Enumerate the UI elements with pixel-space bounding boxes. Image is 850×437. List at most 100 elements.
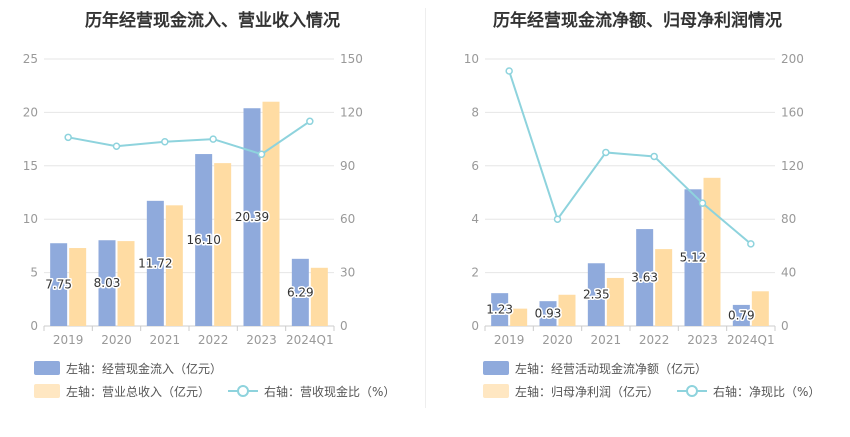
left-axis-tick-label: 10 [23,212,38,226]
line-point [747,240,755,248]
legend-label-cash-inflow[interactable]: 左轴：经营现金流入（亿元） [66,361,223,376]
right-axis-tick-label: 90 [340,159,355,173]
right-axis-tick-label: 120 [340,105,363,119]
right-axis-tick-label: 30 [340,266,355,280]
bar-1-series2 [558,294,576,326]
data-label: 3.63 [631,271,658,285]
bar-1-series1 [539,301,557,326]
panel-divider [425,8,426,408]
left-axis-tick-label: 20 [23,105,38,119]
data-label: 0.79 [728,308,755,322]
bar-1-series1 [636,229,654,326]
bar-1-series2 [751,291,769,326]
right-chart-panel: 历年经营现金流净额、归母净利润情况 0 2 4 6 8 10 0 40 80 120 160 200 2… [425,0,850,437]
legend-swatch-net-cash-ratio [677,384,708,398]
x-axis-tick-label: 2022 [639,333,670,347]
line-point [602,148,610,157]
bar-0-series2 [310,267,328,326]
bar-0-series1 [98,240,116,326]
bar-0-series1 [146,200,164,326]
legend-label-revenue[interactable]: 左轴：营业总收入（亿元） [66,384,211,399]
right-axis-tick-label: 40 [781,266,796,280]
left-axis-tick-label: 8 [471,105,479,119]
legend-swatch-cash-inflow [34,361,60,375]
left-legend-row-1: 左轴：经营现金流入（亿元） [34,360,222,376]
left-axis-tick-label: 0 [30,319,38,333]
line-point [505,67,513,75]
line-point [698,199,707,207]
legend-swatch-revenue [34,384,60,398]
legend-label-net-cash-flow[interactable]: 左轴：经营活动现金流净额（亿元） [515,361,708,376]
bar-0-series2 [165,205,183,326]
bar-0-series2 [69,248,87,326]
line-series-0 [67,120,311,156]
legend-swatch-revenue-cash-ratio [228,384,259,398]
data-label: 6.29 [287,285,314,299]
data-label: 2.35 [583,288,610,302]
data-label: 1.23 [486,303,513,317]
x-axis-tick-label: 2020 [101,333,132,347]
legend-swatch-net-profit [483,384,509,398]
right-axis-tick-label: 150 [340,52,363,66]
bar-1-series2 [606,277,624,326]
bar-1-series2 [510,308,528,326]
line-point [257,150,266,158]
bar-0-series1 [50,243,68,326]
x-axis-tick-label: 2024Q1 [727,333,775,347]
left-axis-tick-label: 10 [464,52,479,66]
left-chart: 0 5 10 15 20 25 0 30 60 90 120 150 2019 2020 2021 2022 2… [23,52,363,347]
left-axis-tick-label: 2 [471,266,479,280]
x-axis-tick-label: 2019 [494,333,525,347]
left-axis-tick-label: 15 [23,159,38,173]
line-point [209,135,217,143]
left-chart-panel: 历年经营现金流入、营业收入情况 0 5 10 15 20 25 0 30 60 90 120 150 2… [23,11,396,399]
right-axis-tick-label: 120 [781,159,804,173]
right-axis-tick-label: 80 [781,212,796,226]
data-label: 8.03 [94,276,121,290]
right-legend-row-1: 左轴：经营活动现金流净额（亿元） [483,360,707,376]
legend-swatch-net-cash-flow [483,361,509,375]
data-label: 5.12 [680,251,707,265]
legend-label-revenue-cash-ratio[interactable]: 右轴：营收现金比（%） [264,384,396,399]
x-axis-tick-label: 2020 [542,333,573,347]
bar-1-series1 [491,293,509,326]
bar-1-series1 [684,189,702,326]
right-axis-tick-label: 60 [340,212,355,226]
right-chart: 0 2 4 6 8 10 0 40 80 120 160 200 2019 2020 2021 2022 202… [464,52,804,347]
bar-1-series1 [732,304,750,326]
legend-label-net-profit[interactable]: 左轴：归母净利润（亿元） [515,384,660,399]
data-label: 20.39 [235,210,269,224]
left-axis-tick-label: 6 [471,159,479,173]
data-label: 0.93 [535,307,562,321]
x-axis-tick-label: 2024Q1 [286,333,334,347]
bar-0-series2 [214,163,232,326]
x-axis-tick-label: 2023 [246,333,277,347]
data-label: 11.72 [138,256,172,270]
x-axis-tick-label: 2022 [198,333,229,347]
left-axis-tick-label: 0 [471,319,479,333]
right-axis-tick-label: 200 [781,52,804,66]
data-label: 16.10 [186,233,220,247]
bar-1-series2 [655,249,673,326]
right-legend-row-2: 左轴：归母净利润（亿元） 右轴：净现比（%） [483,383,820,399]
left-axis-tick-label: 4 [471,212,479,226]
left-chart-title: 历年经营现金流入、营业收入情况 [85,11,340,31]
x-axis-tick-label: 2023 [687,333,718,347]
x-axis-tick-label: 2021 [591,333,622,347]
bar-0-series2 [117,241,135,326]
x-axis-tick-label: 2019 [53,333,84,347]
left-axis-tick-label: 25 [23,52,38,66]
bar-0-series1 [243,108,261,326]
x-axis-tick-label: 2021 [150,333,181,347]
line-point [650,152,658,161]
right-chart-title: 历年经营现金流净额、归母净利润情况 [493,11,782,31]
bar-1-series1 [587,263,605,326]
bar-0-series1 [291,258,309,326]
left-legend-row-2: 左轴：营业总收入（亿元） 右轴：营收现金比（%） [34,383,395,399]
legend-label-net-cash-ratio[interactable]: 右轴：净现比（%） [713,384,821,399]
left-axis-tick-label: 5 [30,266,38,280]
line-point [553,215,562,223]
right-axis-tick-label: 160 [781,105,804,119]
data-label: 7.75 [45,278,72,292]
line-point [64,133,72,142]
